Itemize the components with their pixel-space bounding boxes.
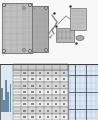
Bar	[13, 89, 68, 95]
Bar	[47, 91, 49, 93]
Bar	[47, 72, 49, 74]
Circle shape	[3, 50, 5, 52]
Bar	[63, 84, 65, 87]
Bar	[13, 101, 68, 108]
Bar	[31, 97, 34, 99]
Bar	[39, 84, 41, 87]
Bar	[13, 95, 68, 101]
Bar	[0, 64, 98, 120]
Bar	[0, 0, 98, 64]
Circle shape	[3, 4, 5, 6]
Bar	[56, 28, 74, 42]
Bar	[55, 78, 57, 80]
Bar	[10, 84, 11, 112]
Bar	[55, 110, 57, 112]
Circle shape	[23, 7, 25, 9]
Bar	[68, 64, 98, 120]
Bar	[13, 82, 68, 89]
Bar	[63, 72, 65, 74]
Bar	[23, 72, 26, 74]
Bar	[23, 116, 26, 118]
Bar	[39, 78, 41, 80]
Bar	[47, 110, 49, 112]
Bar	[0, 64, 13, 120]
Bar	[1, 88, 3, 112]
Bar	[39, 110, 41, 112]
Bar	[63, 110, 65, 112]
Bar	[13, 108, 68, 114]
Bar	[13, 64, 68, 70]
Bar	[31, 78, 34, 80]
Bar	[55, 97, 57, 99]
Bar	[7, 92, 9, 112]
Bar	[47, 78, 49, 80]
Circle shape	[29, 4, 30, 6]
Bar	[31, 116, 34, 118]
Bar	[22, 6, 48, 52]
Bar	[23, 97, 26, 99]
Bar	[39, 91, 41, 93]
Bar	[31, 103, 34, 105]
Bar	[47, 97, 49, 99]
Bar	[23, 78, 26, 80]
Circle shape	[29, 50, 31, 52]
Bar	[39, 97, 41, 99]
Bar	[23, 103, 26, 105]
Bar	[55, 103, 57, 105]
Bar	[23, 91, 26, 93]
Bar	[39, 72, 41, 74]
Bar	[2, 3, 32, 53]
Circle shape	[23, 49, 25, 51]
Circle shape	[45, 49, 47, 51]
Circle shape	[29, 4, 31, 6]
Bar	[63, 97, 65, 99]
Bar	[39, 116, 41, 118]
Bar	[23, 110, 26, 112]
Bar	[63, 91, 65, 93]
Bar	[55, 116, 57, 118]
Bar	[55, 91, 57, 93]
Circle shape	[45, 7, 47, 9]
Bar	[63, 78, 65, 80]
Bar	[13, 76, 68, 82]
Bar	[13, 70, 68, 76]
Bar	[13, 114, 68, 120]
Bar	[47, 103, 49, 105]
Bar	[31, 91, 34, 93]
Bar	[39, 103, 41, 105]
Bar	[31, 72, 34, 74]
Bar	[5, 80, 7, 112]
Bar	[3, 100, 5, 112]
Bar	[31, 110, 34, 112]
Ellipse shape	[76, 36, 84, 41]
Bar	[47, 116, 49, 118]
Bar	[23, 84, 26, 87]
Bar	[63, 116, 65, 118]
Bar	[63, 103, 65, 105]
Bar	[70, 8, 86, 30]
Bar	[55, 72, 57, 74]
Bar	[55, 84, 57, 87]
Bar	[47, 84, 49, 87]
Circle shape	[4, 4, 5, 6]
Bar	[31, 84, 34, 87]
